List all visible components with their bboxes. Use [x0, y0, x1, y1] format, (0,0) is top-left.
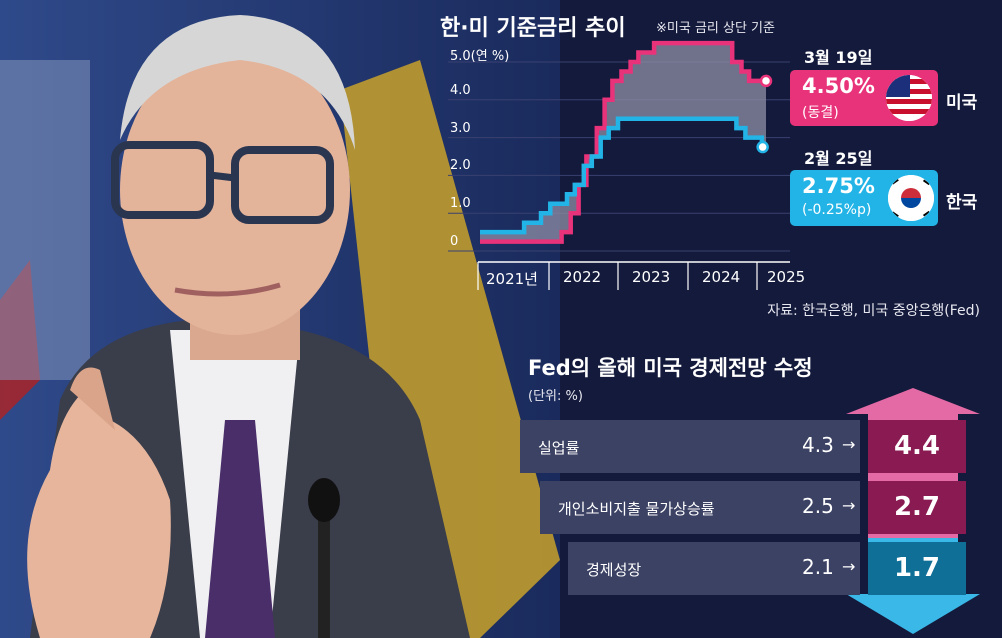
kr-rate-change: (-0.25%p) — [802, 202, 872, 218]
forecast-row-label: 실업률 — [538, 439, 580, 457]
us-rate-value: 4.50% — [802, 74, 875, 98]
us-date-label: 3월 19일 — [804, 48, 873, 67]
kr-end-point — [756, 140, 769, 154]
forecast-row-label: 개인소비지출 물가상승률 — [558, 500, 715, 518]
y-tick-label: 5.0(연 %) — [450, 49, 510, 64]
x-tick-label: 2025 — [767, 268, 806, 286]
y-tick-label: 4.0 — [450, 82, 471, 98]
y-tick-label: 2.0 — [450, 158, 471, 174]
x-tick-label: 2021년 — [486, 270, 538, 288]
chart-note: ※미국 금리 상단 기준 — [656, 21, 775, 36]
kr-flag-icon — [888, 175, 934, 221]
x-tick-label: 2022 — [563, 268, 602, 286]
rate-gap-area — [480, 43, 766, 242]
us-flag-icon — [886, 75, 932, 121]
forecast-revised: 1.7 — [868, 542, 966, 595]
kr-rate-callout: 2.75% (-0.25%p) — [790, 170, 938, 226]
forecast-unit: (단위: %) — [528, 389, 583, 404]
us-rate-change: (동결) — [802, 105, 839, 121]
us-end-point — [759, 74, 773, 88]
forecast-row-label: 경제성장 — [586, 561, 642, 579]
us-rate-callout: 4.50% (동결) — [790, 70, 938, 126]
forecast-previous: 2.1 — [802, 555, 834, 579]
y-tick-label: 1.0 — [450, 196, 471, 212]
forecast-revised: 2.7 — [868, 481, 966, 534]
source-label: 자료: 한국은행, 미국 중앙은행(Fed) — [767, 303, 980, 319]
forecast-arrow: → — [842, 496, 856, 515]
forecast-arrow: → — [842, 435, 856, 454]
forecast-row — [568, 542, 860, 595]
kr-country-label: 한국 — [946, 193, 978, 213]
kr-series-line — [480, 116, 765, 235]
forecast-row — [540, 481, 860, 534]
speaker-photo — [0, 0, 560, 638]
chart-title: 한·미 기준금리 추이 — [440, 16, 626, 41]
kr-rate-value: 2.75% — [802, 174, 875, 198]
us-series-line — [480, 40, 766, 244]
us-country-label: 미국 — [946, 93, 978, 113]
forecast-previous: 2.5 — [802, 494, 834, 518]
kr-date-label: 2월 25일 — [804, 149, 873, 168]
forecast-previous: 4.3 — [802, 433, 834, 457]
forecast-revised: 4.4 — [868, 420, 966, 473]
x-tick-label: 2023 — [632, 268, 671, 286]
forecast-row — [520, 420, 860, 473]
x-tick-label: 2024 — [702, 268, 741, 286]
y-tick-label: 3.0 — [450, 120, 471, 136]
forecast-arrow: → — [842, 557, 856, 576]
y-tick-label: 0 — [450, 234, 459, 249]
forecast-title: Fed의 올해 미국 경제전망 수정 — [528, 356, 813, 380]
